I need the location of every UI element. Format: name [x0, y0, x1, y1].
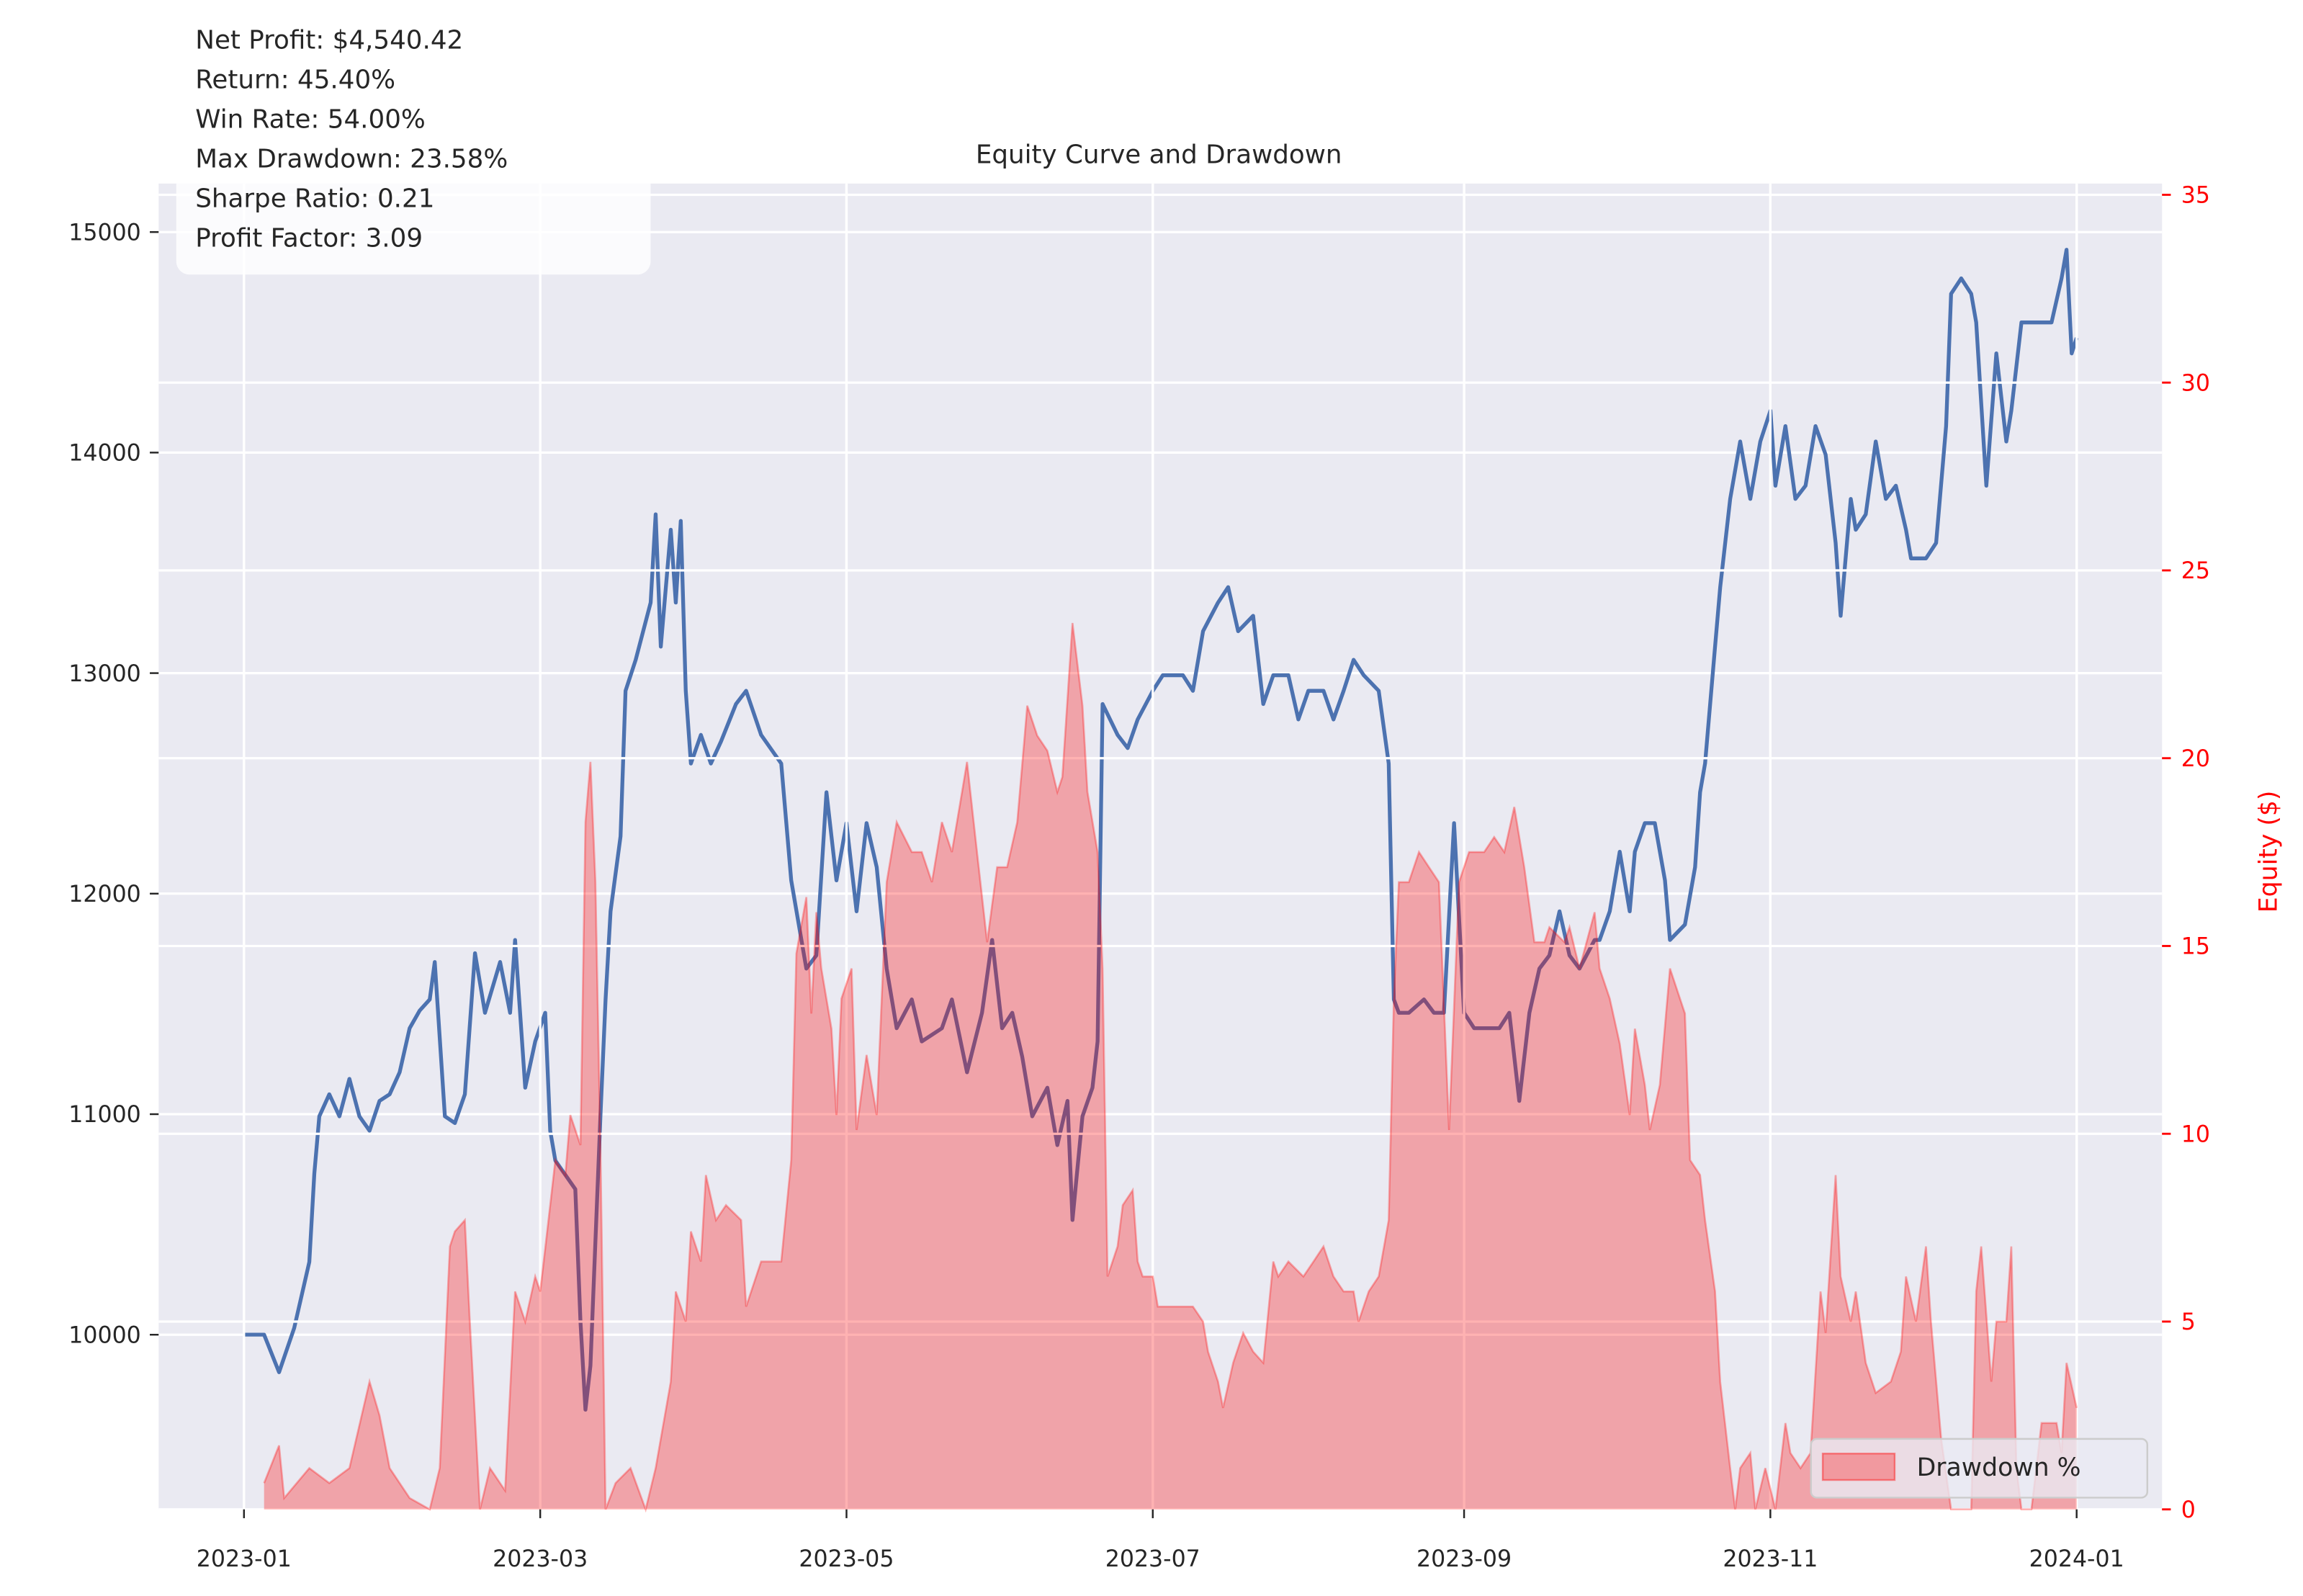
stat-win-rate: Win Rate: 54.00% [195, 104, 426, 134]
stat-profit-factor: Profit Factor: 3.09 [195, 223, 423, 253]
left-y-tick-label: 10000 [68, 1322, 141, 1348]
x-tick-label: 2023-11 [1723, 1546, 1818, 1572]
stat-return: Return: 45.40% [195, 65, 395, 94]
x-tick-label: 2023-01 [197, 1546, 292, 1572]
drawdown-area [264, 622, 2077, 1510]
left-y-axis: 10000 11000 12000 13000 14000 15000 [68, 220, 159, 1348]
right-y-tick-label: 35 [2181, 183, 2210, 209]
stats-box: Net Profit: $4,540.42 Return: 45.40% Win… [176, 12, 651, 275]
x-tick-label: 2023-07 [1105, 1546, 1200, 1572]
right-grid [158, 183, 2163, 1511]
right-y-tick-label: 30 [2181, 370, 2210, 396]
legend-label-drawdown: Drawdown % [1917, 1453, 2081, 1482]
legend: Drawdown % [1810, 1438, 2149, 1499]
equity-line [243, 248, 2079, 1412]
left-y-tick-label: 11000 [68, 1102, 141, 1128]
x-tick-label: 2023-03 [493, 1546, 588, 1572]
left-y-tick-label: 12000 [68, 882, 141, 907]
right-y-axis: 0 5 10 15 20 25 30 35 [2162, 183, 2210, 1523]
plot-background [158, 183, 2163, 1510]
legend-frame [1810, 1438, 2149, 1499]
stat-net-profit: Net Profit: $4,540.42 [195, 25, 463, 55]
x-tick-label: 2024-01 [2029, 1546, 2124, 1572]
left-y-tick-label: 13000 [68, 661, 141, 687]
chart-title: Equity Curve and Drawdown [976, 140, 1342, 169]
right-y-tick-label: 20 [2181, 746, 2210, 772]
x-tick-label: 2023-05 [799, 1546, 894, 1572]
right-y-tick-label: 5 [2181, 1309, 2196, 1335]
x-axis: 2023-01 2023-03 2023-05 2023-07 2023-09 2023-… [197, 1509, 2124, 1572]
drawdown-edge-line [263, 622, 2078, 1513]
right-y-tick-label: 0 [2181, 1497, 2196, 1523]
equity-layer [243, 248, 2079, 1412]
left-y-tick-label: 14000 [68, 441, 141, 467]
right-y-tick-label: 10 [2181, 1121, 2210, 1147]
legend-swatch-drawdown [1821, 1453, 1896, 1481]
left-y-tick-label: 15000 [68, 220, 141, 246]
stats-box-background [176, 12, 651, 275]
stat-max-drawdown: Max Drawdown: 23.58% [195, 144, 508, 174]
right-y-axis-label: Equity ($) [2254, 791, 2283, 913]
x-tick-label: 2023-09 [1417, 1546, 1512, 1572]
right-y-tick-label: 25 [2181, 558, 2210, 584]
right-y-tick-label: 15 [2181, 934, 2210, 960]
stat-sharpe-ratio: Sharpe Ratio: 0.21 [195, 184, 434, 213]
drawdown-layer [263, 622, 2078, 1513]
